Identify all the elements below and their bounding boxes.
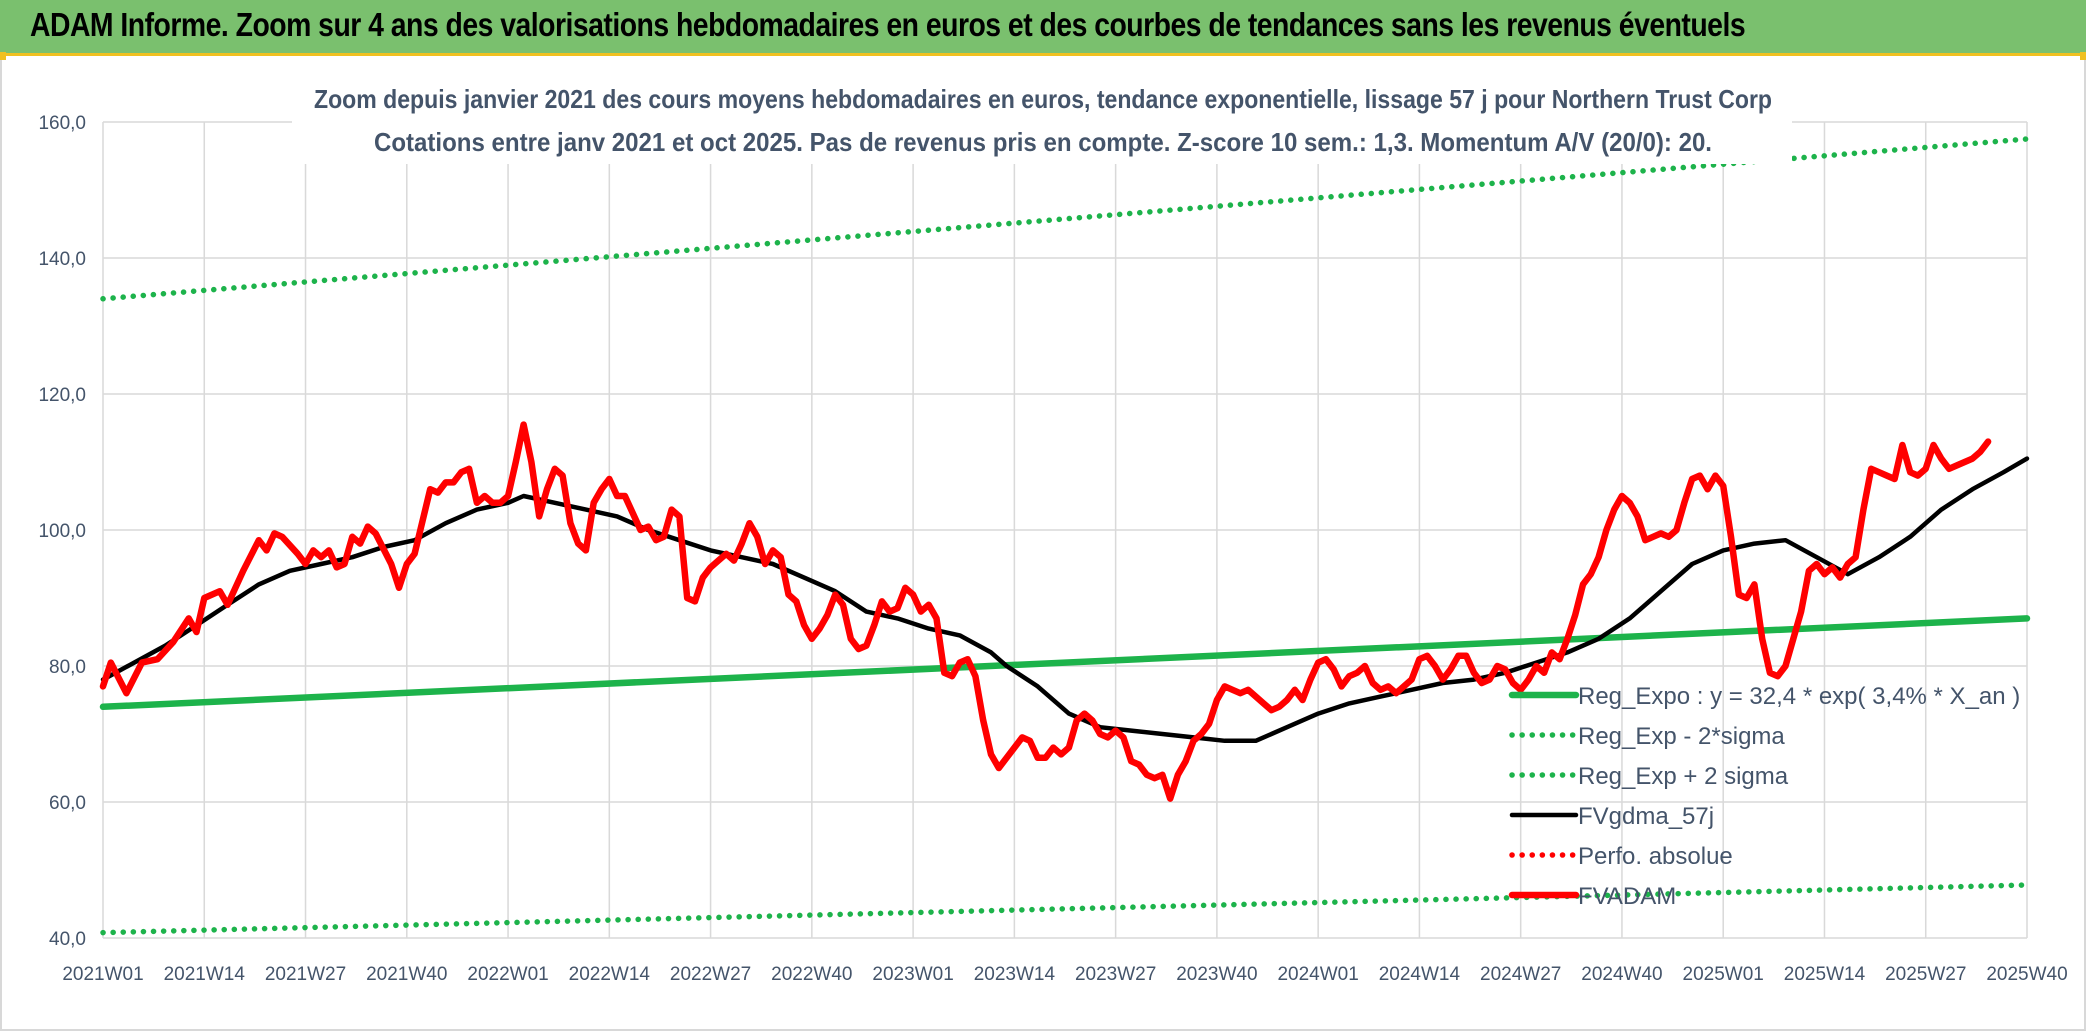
y-tick-label: 100,0 (38, 521, 86, 542)
x-tick-label: 2022W40 (771, 964, 852, 985)
x-tick-label: 2022W01 (467, 964, 548, 985)
x-tick-label: 2023W01 (872, 964, 953, 985)
x-tick-label: 2025W27 (1885, 964, 1966, 985)
corner-accent-right (2080, 52, 2086, 60)
series-layer (99, 136, 2031, 936)
x-tick-label: 2023W40 (1176, 964, 1257, 985)
legend-label: FVADAM (1578, 883, 1676, 910)
series-line-2 (100, 136, 2030, 302)
series-line-3 (100, 456, 2030, 744)
chart-title-background (292, 76, 1792, 164)
x-tick-label: 2021W27 (265, 964, 346, 985)
x-tick-label: 2021W01 (62, 964, 143, 985)
x-tick-label: 2024W14 (1379, 964, 1461, 985)
report-header: ADAM Informe. Zoom sur 4 ans des valoris… (0, 0, 2086, 56)
x-tick-label: 2024W27 (1480, 964, 1561, 985)
legend: Reg_Expo : y = 32,4 * exp( 3,4% * X_an )… (1508, 683, 2020, 910)
x-tick-label: 2025W40 (1986, 964, 2067, 985)
series-line-5 (99, 421, 1992, 802)
x-tick-label: 2023W14 (974, 964, 1056, 985)
legend-label: FVgdma_57j (1578, 803, 1714, 830)
x-tick-label: 2024W01 (1277, 964, 1358, 985)
x-tick-label: 2025W14 (1784, 964, 1866, 985)
x-axis-ticks: 2021W01 2021W14 2021W27 2021W40 2022W01 2022W… (62, 964, 2067, 985)
x-tick-label: 2022W27 (670, 964, 751, 985)
y-axis-ticks: 40,0 60,0 80,0 100,0 120,0 140,0 160,0 (38, 113, 86, 950)
y-tick-label: 140,0 (38, 249, 86, 270)
legend-label: Reg_Exp + 2 sigma (1578, 763, 1789, 790)
y-tick-label: 80,0 (49, 657, 86, 678)
y-tick-label: 160,0 (38, 113, 86, 134)
x-tick-label: 2025W01 (1683, 964, 1764, 985)
x-tick-label: 2022W14 (569, 964, 651, 985)
y-tick-label: 60,0 (49, 793, 86, 814)
y-tick-label: 120,0 (38, 385, 86, 406)
report-title: ADAM Informe. Zoom sur 4 ans des valoris… (30, 6, 1746, 43)
legend-label: Reg_Expo : y = 32,4 * exp( 3,4% * X_an ) (1578, 683, 2020, 710)
chart-title: Zoom depuis janvier 2021 des cours moyen… (292, 76, 1792, 164)
y-tick-label: 40,0 (49, 929, 86, 950)
x-tick-label: 2021W40 (366, 964, 447, 985)
x-tick-label: 2021W14 (164, 964, 246, 985)
x-tick-label: 2024W40 (1581, 964, 1662, 985)
x-tick-label: 2023W27 (1075, 964, 1156, 985)
series-line-0 (99, 615, 2031, 711)
series-line-1 (100, 882, 2030, 936)
legend-label: Perfo. absolue (1578, 843, 1733, 870)
grid (102, 121, 2028, 939)
corner-accent-left (0, 52, 6, 60)
chart-title-line1: Zoom depuis janvier 2021 des cours moyen… (314, 84, 1772, 114)
legend-label: Reg_Exp - 2*sigma (1578, 723, 1785, 750)
chart-title-line2: Cotations entre janv 2021 et oct 2025. P… (374, 127, 1712, 157)
